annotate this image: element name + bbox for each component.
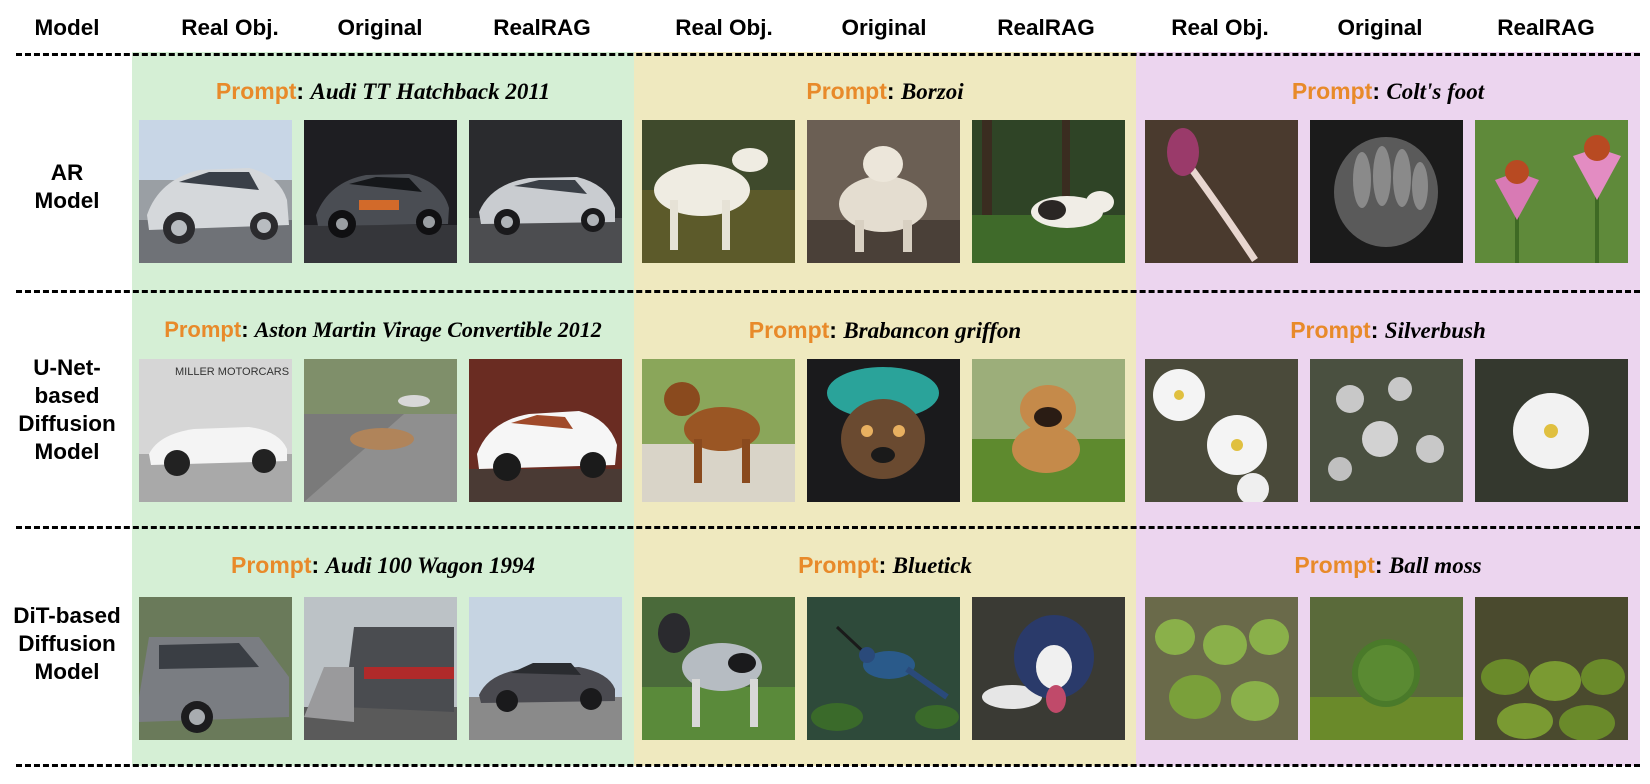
divider-header <box>16 53 1640 56</box>
prompt-keyword: Prompt <box>215 78 297 104</box>
image-audi-tt-original <box>304 120 457 263</box>
prompt-text: Audi TT Hatchback 2011 <box>310 79 551 104</box>
prompt-keyword: Prompt <box>748 317 830 343</box>
prompt-text: Aston Martin Virage Convertible 2012 <box>254 317 602 342</box>
header-model: Model <box>34 15 100 40</box>
prompt-audi-tt: Prompt: Audi TT Hatchback 2011 <box>215 78 551 104</box>
divider-bottom <box>16 764 1640 767</box>
prompt-colts-foot: Prompt: Colt's foot <box>1291 78 1485 104</box>
prompt-keyword: Prompt <box>798 552 879 578</box>
image-aston-martin-realrag <box>469 359 622 502</box>
prompt-text: Audi 100 Wagon 1994 <box>325 553 535 578</box>
header-real-obj-1: Real Obj. <box>181 15 279 40</box>
image-silverbush-realrag <box>1475 359 1628 502</box>
image-audi-100-real <box>139 597 292 740</box>
prompt-brabancon-griffon: Prompt: Brabancon griffon <box>748 317 1022 343</box>
header-realrag-2: RealRAG <box>997 15 1095 40</box>
row-label-line: Diffusion <box>18 411 116 436</box>
row-label-line: Model <box>34 659 100 684</box>
row-label-unet-diffusion: U-Net- based Diffusion Model <box>0 350 134 470</box>
image-ball-moss-real <box>1145 597 1298 740</box>
prompt-keyword: Prompt <box>1294 552 1375 578</box>
image-audi-tt-realrag <box>469 120 622 263</box>
image-borzoi-realrag <box>972 120 1125 263</box>
image-silverbush-original <box>1310 359 1463 502</box>
dealer-sign: MILLER MOTORCARS <box>175 366 289 378</box>
image-colts-foot-real <box>1145 120 1298 263</box>
image-borzoi-real <box>642 120 795 263</box>
image-brabancon-griffon-real <box>642 359 795 502</box>
row-label-line: Model <box>34 188 100 213</box>
row-label-line: Model <box>34 439 100 464</box>
row-label-line: Diffusion <box>18 631 116 656</box>
prompt-text: Brabancon griffon <box>843 318 1022 343</box>
row-label-ar-model: AR Model <box>0 155 134 219</box>
prompt-ball-moss: Prompt: Ball moss <box>1294 552 1482 578</box>
prompt-keyword: Prompt <box>806 78 887 104</box>
image-ball-moss-original <box>1310 597 1463 740</box>
image-bluetick-realrag <box>972 597 1125 740</box>
prompt-audi-100: Prompt: Audi 100 Wagon 1994 <box>231 552 535 578</box>
prompt-keyword: Prompt <box>231 552 312 578</box>
row-label-line: based <box>34 383 100 408</box>
image-colts-foot-original <box>1310 120 1463 263</box>
header-realrag-3: RealRAG <box>1497 15 1595 40</box>
image-colts-foot-realrag <box>1475 120 1628 263</box>
image-ball-moss-realrag <box>1475 597 1628 740</box>
image-bluetick-real <box>642 597 795 740</box>
image-brabancon-griffon-realrag <box>972 359 1125 502</box>
row-label-line: AR <box>50 160 84 185</box>
header-original-2: Original <box>841 15 927 40</box>
row-label-dit-diffusion: DiT-based Diffusion Model <box>0 598 134 690</box>
image-audi-100-original <box>304 597 457 740</box>
image-borzoi-original <box>807 120 960 263</box>
prompt-keyword: Prompt <box>1290 317 1371 343</box>
divider-row-1 <box>16 290 1640 293</box>
header-original-3: Original <box>1337 15 1423 40</box>
prompt-text: Ball moss <box>1388 553 1482 578</box>
row-label-line: U-Net- <box>33 355 101 380</box>
header-real-obj-3: Real Obj. <box>1171 15 1269 40</box>
prompt-bluetick: Prompt: Bluetick <box>798 552 972 578</box>
prompt-text: Bluetick <box>892 553 972 578</box>
prompt-silverbush: Prompt: Silverbush <box>1290 317 1486 343</box>
prompt-text: Borzoi <box>900 79 964 104</box>
header-original-1: Original <box>337 15 423 40</box>
prompt-text: Silverbush <box>1384 318 1486 343</box>
header-realrag-1: RealRAG <box>493 15 591 40</box>
image-bluetick-original <box>807 597 960 740</box>
image-audi-100-realrag <box>469 597 622 740</box>
prompt-text: Colt's foot <box>1386 79 1485 104</box>
image-silverbush-real <box>1145 359 1298 502</box>
image-audi-tt-real <box>139 120 292 263</box>
prompt-aston-martin: Prompt: Aston Martin Virage Convertible … <box>164 317 602 342</box>
prompt-keyword: Prompt <box>1291 78 1373 104</box>
row-label-line: DiT-based <box>13 603 121 628</box>
prompt-keyword: Prompt <box>164 317 242 342</box>
divider-row-2 <box>16 526 1640 529</box>
prompt-borzoi: Prompt: Borzoi <box>806 78 964 104</box>
image-aston-martin-real: MILLER MOTORCARS <box>139 359 292 502</box>
header-real-obj-2: Real Obj. <box>675 15 773 40</box>
image-brabancon-griffon-original <box>807 359 960 502</box>
image-aston-martin-original <box>304 359 457 502</box>
